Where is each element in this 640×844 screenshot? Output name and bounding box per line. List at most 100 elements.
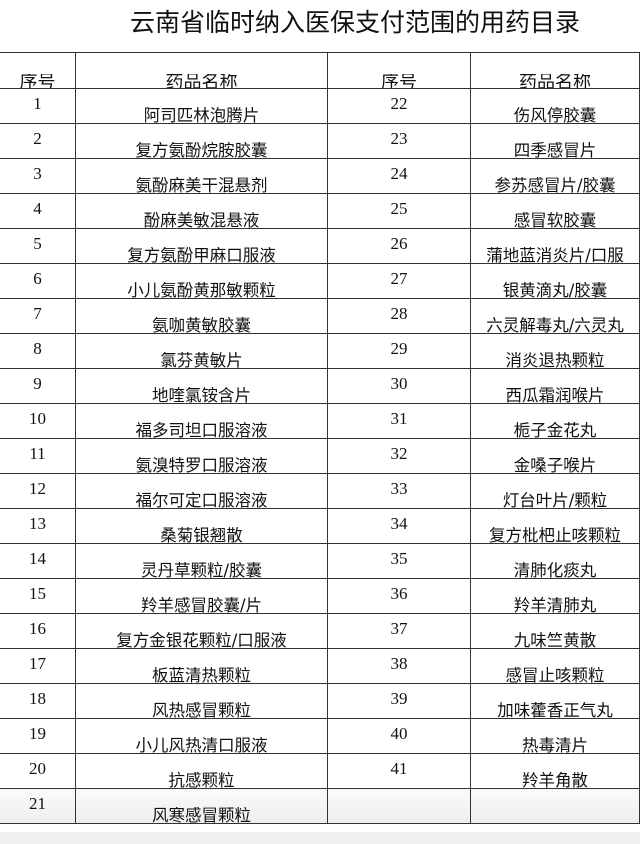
table-row: 15 羚羊感冒胶囊/片 36 羚羊清肺丸 <box>0 578 640 614</box>
drug-name: 羚羊清肺丸 <box>513 597 597 613</box>
drug-number-cell: 38 <box>327 648 471 684</box>
drug-number: 36 <box>390 584 408 603</box>
drug-name-cell: 消炎退热颗粒 <box>470 333 640 369</box>
drug-name: 复方枇杷止咳颗粒 <box>489 527 621 543</box>
drug-name: 灵丹草颗粒/胶囊 <box>140 562 263 578</box>
drug-number-cell: 19 <box>0 718 76 754</box>
drug-name: 六灵解毒丸/六灵丸 <box>486 317 624 333</box>
table-row: 8 氯芬黄敏片 29 消炎退热颗粒 <box>0 333 640 369</box>
drug-number: 26 <box>390 234 408 253</box>
drug-name-cell: 四季感冒片 <box>470 123 640 159</box>
drug-number: 13 <box>29 514 46 533</box>
drug-number: 31 <box>390 409 408 428</box>
drug-name: 小儿风热清口服液 <box>135 737 268 753</box>
drug-number-cell: 2 <box>0 123 76 159</box>
table-row: 18 风热感冒颗粒 39 加味藿香正气丸 <box>0 683 640 719</box>
drug-number-cell: 39 <box>327 683 471 719</box>
table-row: 11 氨溴特罗口服溶液 32 金嗓子喉片 <box>0 438 640 474</box>
drug-name: 复方氨酚甲麻口服液 <box>127 247 276 263</box>
drug-name-cell: 栀子金花丸 <box>470 403 640 439</box>
table-header-row: 序号 药品名称 序号 药品名称 <box>0 52 640 89</box>
drug-name: 银黄滴丸/胶囊 <box>502 282 608 298</box>
drug-number: 20 <box>29 759 46 778</box>
drug-name: 九味竺黄散 <box>513 632 597 648</box>
drug-number: 17 <box>29 654 46 673</box>
drug-number-cell: 6 <box>0 263 76 299</box>
drug-name-cell: 金嗓子喉片 <box>470 438 640 474</box>
drug-name: 风寒感冒颗粒 <box>152 807 251 823</box>
drug-name: 氯芬黄敏片 <box>160 352 243 368</box>
drug-number: 29 <box>390 339 408 358</box>
drug-name: 感冒软胶囊 <box>513 212 597 228</box>
drug-name: 氨溴特罗口服溶液 <box>135 457 268 473</box>
header-name-text: 药品名称 <box>519 74 591 88</box>
drug-number-cell: 16 <box>0 613 76 649</box>
drug-number: 19 <box>29 724 46 743</box>
drug-number: 37 <box>390 619 408 638</box>
drug-name-cell: 加味藿香正气丸 <box>470 683 640 719</box>
drug-name-cell: 小儿风热清口服液 <box>75 718 328 754</box>
drug-number-cell: 15 <box>0 578 76 614</box>
drug-number: 10 <box>29 409 46 428</box>
drug-number-cell: 33 <box>327 473 471 509</box>
drug-number: 34 <box>390 514 408 533</box>
drug-name: 风热感冒颗粒 <box>152 702 251 718</box>
drug-name: 消炎退热颗粒 <box>505 352 605 368</box>
drug-name: 羚羊角散 <box>522 772 588 788</box>
drug-name-cell: 复方氨酚甲麻口服液 <box>75 228 328 264</box>
drug-name-cell: 蒲地蓝消炎片/口服 <box>470 228 640 264</box>
table-row: 5 复方氨酚甲麻口服液 26 蒲地蓝消炎片/口服 <box>0 228 640 264</box>
table-row: 20 抗感颗粒 41 羚羊角散 <box>0 753 640 789</box>
drug-name-cell: 灯台叶片/颗粒 <box>470 473 640 509</box>
drug-number-cell: 26 <box>327 228 471 264</box>
drug-number-cell: 10 <box>0 403 76 439</box>
drug-name-cell: 地喹氯铵含片 <box>75 368 328 404</box>
drug-name <box>472 807 639 823</box>
drug-name: 地喹氯铵含片 <box>152 387 251 403</box>
drug-number: 23 <box>390 129 408 148</box>
drug-number-cell: 1 <box>0 88 76 124</box>
drug-name-cell: 灵丹草颗粒/胶囊 <box>75 543 328 579</box>
drug-number: 25 <box>390 199 408 218</box>
drug-number: 8 <box>33 339 42 358</box>
drug-name-cell: 复方金银花颗粒/口服液 <box>75 613 328 649</box>
drug-number: 6 <box>33 269 42 288</box>
drug-number: 38 <box>390 654 408 673</box>
drug-number: 27 <box>390 269 408 288</box>
drug-name-cell: 桑菊银翘散 <box>75 508 328 544</box>
drug-number-cell: 5 <box>0 228 76 264</box>
drug-number: 14 <box>29 549 46 568</box>
drug-name: 板蓝清热颗粒 <box>152 667 251 683</box>
drug-number: 1 <box>33 94 42 113</box>
drug-number-cell: 23 <box>327 123 471 159</box>
header-no-text: 序号 <box>19 74 56 88</box>
drug-number-cell: 3 <box>0 158 76 194</box>
drug-name: 抗感颗粒 <box>168 772 235 788</box>
drug-number-cell: 20 <box>0 753 76 789</box>
table-row: 16 复方金银花颗粒/口服液 37 九味竺黄散 <box>0 613 640 649</box>
drug-name: 金嗓子喉片 <box>513 457 597 473</box>
drug-list-table: 序号 药品名称 序号 药品名称 1 阿司匹林泡腾片 22 伤风停胶囊 2 复方氨酚烷胺胶囊… <box>0 52 640 824</box>
drug-name-cell: 银黄滴丸/胶囊 <box>470 263 640 299</box>
drug-name-cell: 参苏感冒片/胶囊 <box>470 158 640 194</box>
drug-number-cell: 17 <box>0 648 76 684</box>
drug-name: 感冒止咳颗粒 <box>505 667 605 683</box>
drug-number: 3 <box>33 164 42 183</box>
drug-name: 桑菊银翘散 <box>160 527 243 543</box>
drug-name: 清肺化痰丸 <box>513 562 597 578</box>
drug-number: 4 <box>33 199 42 218</box>
drug-number-cell: 7 <box>0 298 76 334</box>
header-name-left: 药品名称 <box>75 52 328 89</box>
drug-name: 加味藿香正气丸 <box>497 702 613 718</box>
drug-name: 西瓜霜润喉片 <box>505 387 605 403</box>
drug-number: 39 <box>390 689 408 708</box>
drug-name-cell: 抗感颗粒 <box>75 753 328 789</box>
drug-name: 氨酚麻美干混悬剂 <box>135 177 268 193</box>
header-name-right: 药品名称 <box>470 52 640 89</box>
drug-number-cell: 27 <box>327 263 471 299</box>
drug-number: 30 <box>390 374 408 393</box>
drug-name-cell: 氨溴特罗口服溶液 <box>75 438 328 474</box>
drug-name-cell: 六灵解毒丸/六灵丸 <box>470 298 640 334</box>
drug-name: 福多司坦口服溶液 <box>135 422 268 438</box>
drug-name: 酚麻美敏混悬液 <box>143 212 260 228</box>
